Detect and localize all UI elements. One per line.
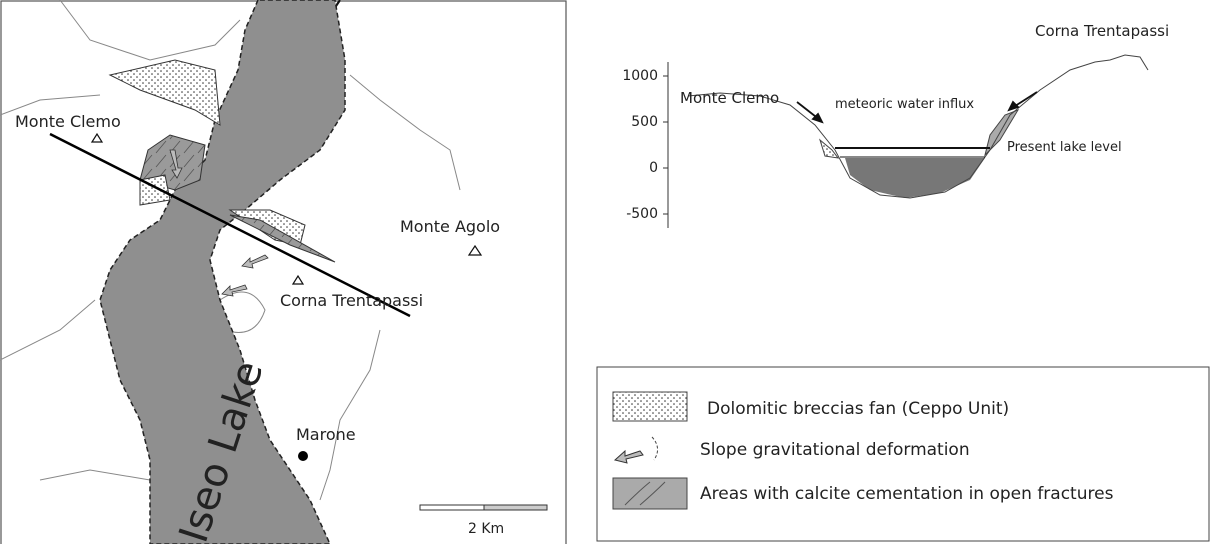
legend-label: Areas with calcite cementation in open f… — [700, 484, 1114, 504]
legend: Dolomitic breccias fan (Ceppo Unit) Slop… — [597, 367, 1209, 541]
axis-label: 500 — [631, 114, 658, 130]
axis-label: 0 — [649, 160, 658, 176]
axis-ticks — [663, 76, 668, 214]
peak-label: Monte Clemo — [680, 89, 779, 107]
peak-label: Corna Trentapassi — [1035, 22, 1169, 40]
scale-label: 2 Km — [468, 521, 504, 537]
place-label: Corna Trentapassi — [280, 291, 423, 310]
lake-body — [845, 158, 985, 198]
annotation: meteoric water influx — [835, 97, 974, 112]
axis-label: 1000 — [622, 68, 658, 84]
place-label: Monte Agolo — [400, 217, 500, 236]
axis-label: -500 — [626, 206, 658, 222]
legend-label: Dolomitic breccias fan (Ceppo Unit) — [707, 399, 1009, 419]
scale-bar — [420, 505, 484, 510]
place-label: Marone — [296, 425, 356, 444]
legend-label: Slope gravitational deformation — [700, 440, 970, 460]
annotation: Present lake level — [1007, 140, 1122, 155]
town — [298, 451, 308, 461]
breccia-fan — [140, 175, 170, 205]
legend-swatch — [613, 478, 687, 509]
legend-swatch — [613, 392, 687, 421]
figure: Monte Clemo Monte Agolo Corna Trentapass… — [0, 0, 1212, 544]
cross-section: 1000 500 0 -500 Corna Trentapassi Monte … — [622, 22, 1169, 228]
scale-bar — [484, 505, 547, 510]
map: Monte Clemo Monte Agolo Corna Trentapass… — [0, 0, 566, 544]
place-label: Monte Clemo — [15, 112, 121, 131]
